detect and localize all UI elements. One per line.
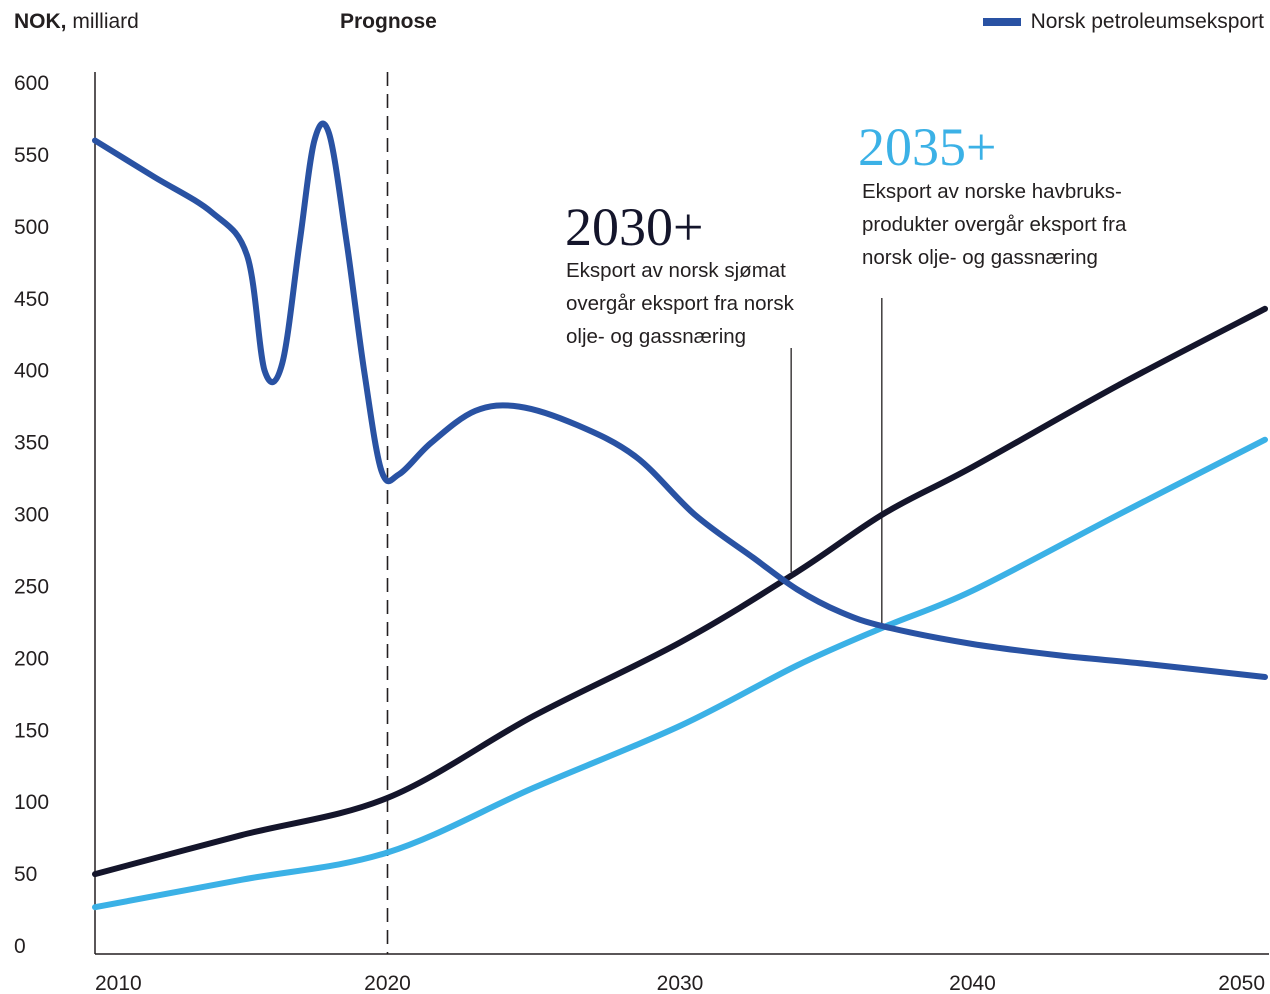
legend: Norsk petroleumseksport — [982, 10, 1264, 34]
y-tick-label: 550 — [14, 144, 49, 167]
y-tick-label: 200 — [14, 647, 49, 670]
series-line-aquaculture — [92, 436, 1268, 911]
x-tick-label: 2020 — [364, 972, 411, 994]
annotation-2030-line-2: overgår eksport fra norsk — [566, 292, 794, 315]
forecast-label: Prognose — [340, 10, 437, 33]
y-tick-label: 600 — [14, 72, 49, 95]
annotation-2030-year: 2030+ — [565, 197, 704, 257]
annotation-leaders — [790, 298, 883, 627]
annotation-2035-line-3: norsk olje- og gassnæring — [862, 246, 1098, 269]
y-tick-label: 300 — [14, 504, 49, 527]
y-tick-label: 400 — [14, 360, 49, 383]
x-tick-label: 2030 — [657, 972, 704, 994]
annotation-2035-text: Eksport av norske havbruks- produkter ov… — [862, 175, 1126, 274]
y-tick-label: 0 — [14, 935, 26, 958]
x-tick-label: 2040 — [949, 972, 996, 994]
y-axis-ticks: 0 50 100 150 200 250 300 350 400 450 500 550 600 — [14, 72, 49, 958]
annotation-2030-line-3: olje- og gassnæring — [566, 325, 747, 348]
legend-swatch-petroleum — [982, 18, 1021, 26]
x-tick-label: 2050 — [1218, 972, 1265, 994]
series-line-petroleum — [92, 120, 1268, 680]
y-tick-label: 450 — [14, 288, 49, 311]
x-tick-label: 2010 — [95, 972, 142, 994]
y-tick-label: 100 — [14, 791, 49, 814]
series-lines — [92, 120, 1268, 911]
annotation-2035-line-2: produkter overgår eksport fra — [862, 213, 1127, 236]
annotation-2035-year: 2035+ — [858, 117, 997, 177]
annotation-2035-line-1: Eksport av norske havbruks- — [862, 180, 1122, 203]
annotation-2030-line-1: Eksport av norsk sjømat — [566, 259, 786, 282]
y-tick-label: 500 — [14, 216, 49, 239]
y-tick-label: 150 — [14, 719, 49, 742]
annotation-2030-text: Eksport av norsk sjømat overgår eksport … — [566, 254, 794, 353]
series-line-seafood — [92, 305, 1268, 878]
y-axis-unit-label: NOK, milliard — [14, 10, 139, 33]
y-tick-label: 250 — [14, 575, 49, 598]
legend-label-petroleum: Norsk petroleumseksport — [1030, 10, 1264, 33]
x-axis-ticks: 2010 2020 2030 2040 2050 — [95, 972, 1265, 994]
y-tick-label: 350 — [14, 432, 49, 455]
y-tick-label: 50 — [14, 863, 37, 886]
